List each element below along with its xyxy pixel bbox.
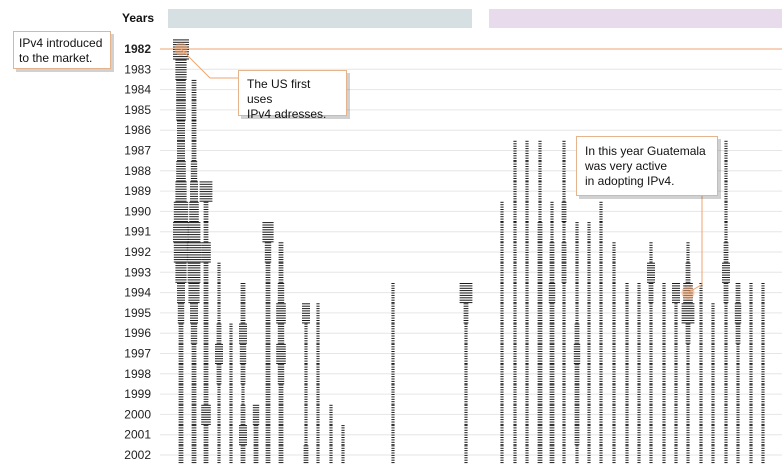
header-band-left — [168, 9, 472, 28]
year-labels: 1982 1983 1984 1985 1986 1987 1988 1989 1990 1991… — [124, 42, 151, 462]
strip-column-2 — [186, 79, 202, 464]
strip-column-12 — [329, 404, 333, 464]
year-label-1985: 1985 — [124, 103, 151, 117]
strip-column-25 — [612, 242, 616, 464]
strip-column-8 — [262, 222, 274, 464]
strip-column-37 — [761, 283, 765, 464]
strip-column-18 — [525, 140, 529, 464]
header-band-right — [489, 9, 782, 28]
year-label-1983: 1983 — [124, 62, 151, 76]
year-label-1998: 1998 — [124, 367, 151, 381]
year-label-1982: 1982 — [124, 42, 151, 56]
strip-column-11 — [316, 303, 320, 464]
strip-column-19 — [537, 140, 543, 464]
year-label-1995: 1995 — [124, 306, 151, 320]
strip-column-20 — [548, 201, 556, 464]
year-label-1992: 1992 — [124, 245, 151, 259]
year-label-1988: 1988 — [124, 164, 151, 178]
strip-column-7 — [252, 404, 260, 464]
axis-title: Years — [122, 11, 154, 25]
callout-guatemala: In this year Guatemala was very active i… — [576, 136, 718, 196]
strip-column-4 — [215, 262, 223, 464]
year-label-2002: 2002 — [124, 448, 151, 462]
strip-column-14 — [391, 283, 395, 464]
strip-column-1 — [173, 39, 189, 464]
year-label-1994: 1994 — [124, 286, 151, 300]
strip-column-35 — [734, 283, 742, 464]
callout-us-first: The US first uses IPv4 adresses. — [238, 70, 347, 121]
strip-column-28 — [647, 242, 655, 464]
strip-column-36 — [749, 283, 753, 464]
strip-column-13 — [341, 425, 345, 464]
year-label-1991: 1991 — [124, 225, 151, 239]
year-label-1996: 1996 — [124, 326, 151, 340]
strip-column-27 — [637, 283, 641, 464]
strip-column-24 — [599, 201, 603, 464]
year-label-1989: 1989 — [124, 184, 151, 198]
strip-column-6 — [239, 283, 247, 464]
connector-guatemala — [687, 196, 703, 294]
year-label-1993: 1993 — [124, 265, 151, 279]
year-label-1984: 1984 — [124, 83, 151, 97]
year-label-2000: 2000 — [124, 407, 151, 421]
strip-columns — [173, 39, 765, 464]
strip-column-32 — [699, 283, 703, 464]
strip-column-33 — [711, 303, 715, 464]
strip-column-17 — [513, 140, 517, 464]
year-label-1999: 1999 — [124, 387, 151, 401]
strip-column-30 — [672, 283, 680, 464]
strip-column-5 — [229, 323, 233, 464]
year-label-1986: 1986 — [124, 123, 151, 137]
strip-column-10 — [302, 303, 310, 464]
strip-column-21 — [561, 140, 567, 464]
highlight-markers — [174, 42, 695, 300]
strip-column-22 — [573, 222, 581, 464]
callout-ipv4-intro: IPv4 introduced to the market. — [13, 31, 111, 69]
year-label-1990: 1990 — [124, 204, 151, 218]
strip-column-9 — [276, 242, 286, 464]
year-label-2001: 2001 — [124, 428, 151, 442]
highlight-marker-1994 — [681, 286, 695, 300]
strip-column-23 — [587, 222, 591, 464]
strip-column-3 — [199, 181, 213, 464]
strip-column-16 — [500, 201, 504, 464]
strip-column-15 — [459, 283, 473, 464]
connector-us-first — [180, 48, 238, 79]
strip-column-34 — [722, 140, 730, 464]
year-label-1997: 1997 — [124, 347, 151, 361]
strip-column-29 — [662, 283, 666, 464]
highlight-marker-1982 — [174, 42, 188, 56]
year-label-1987: 1987 — [124, 144, 151, 158]
strip-column-26 — [625, 283, 629, 464]
